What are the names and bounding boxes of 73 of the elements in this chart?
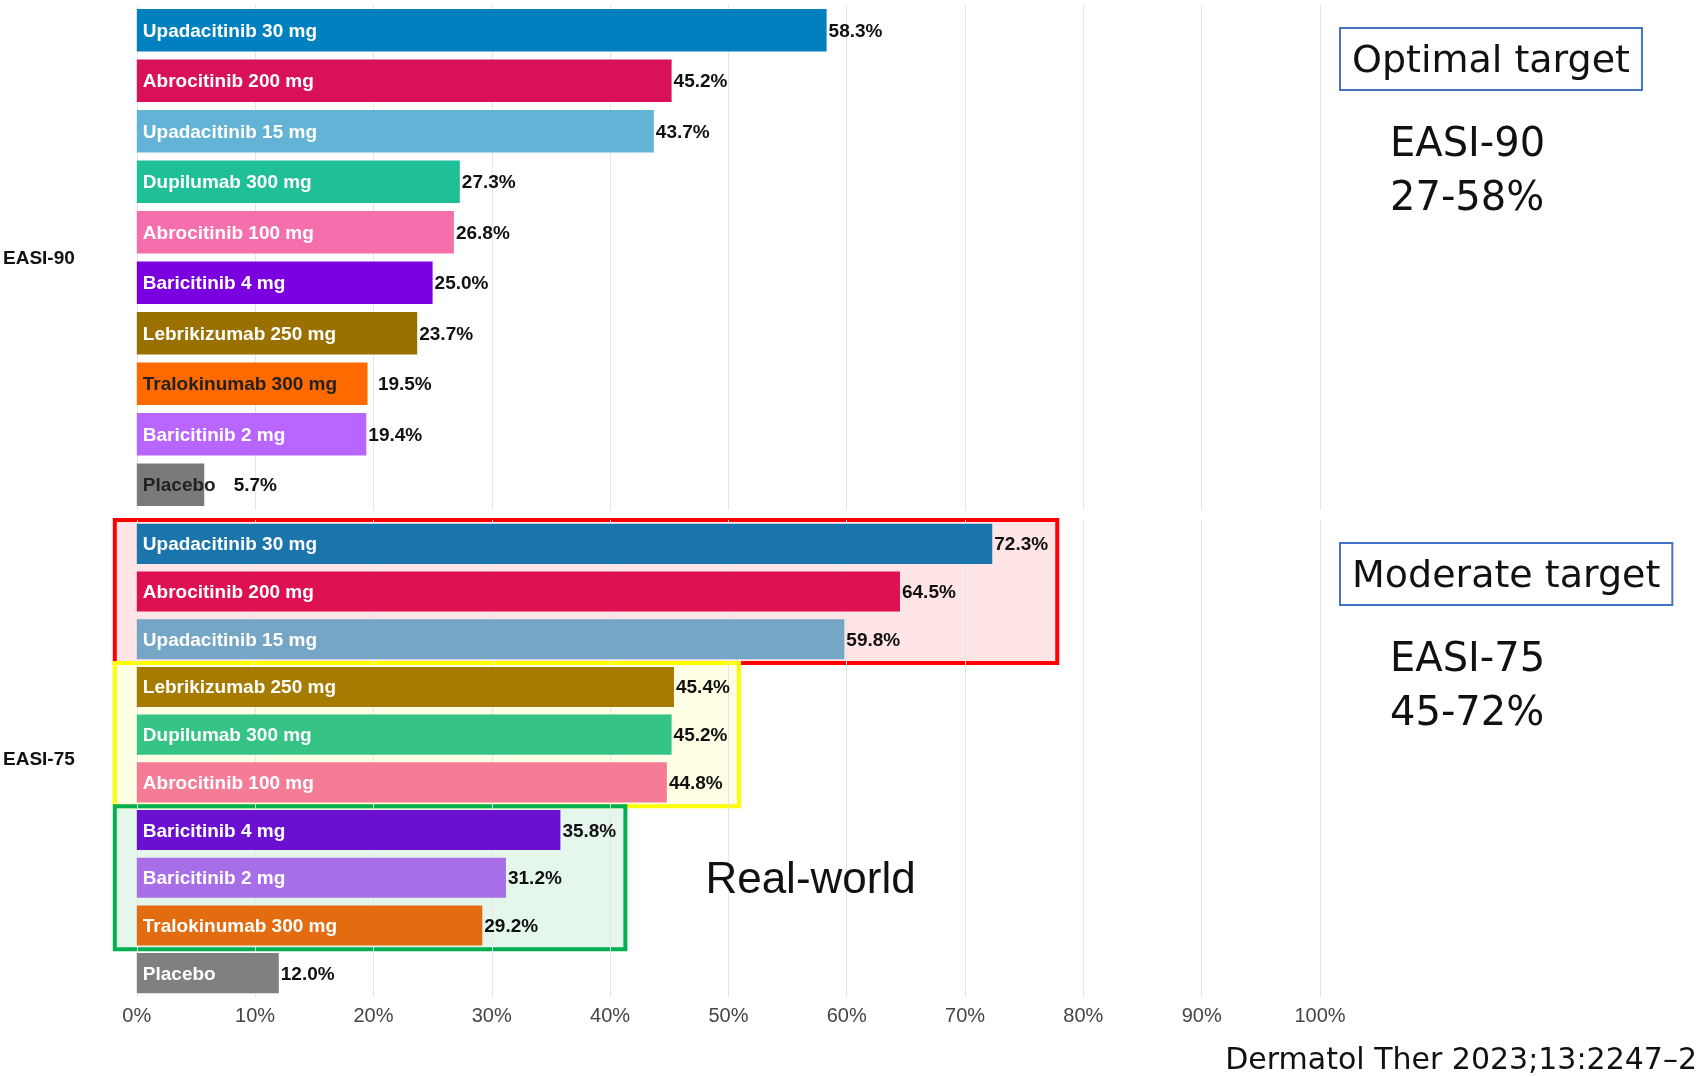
data-label: 26.8% — [455, 221, 510, 243]
text: Dermatol Ther 2023;13:2247–2 — [1225, 1040, 1697, 1076]
text: EASI-75 45-72% — [1390, 634, 1546, 734]
bar — [136, 59, 672, 102]
y-tick-label: Abrocitinib 100 mg — [142, 221, 314, 243]
x-tick-label: 10% — [235, 1004, 276, 1026]
data-label: 12.0% — [280, 962, 335, 984]
y-tick-label: Upadacitinib 15 mg — [142, 628, 318, 650]
y-tick-label: Abrocitinib 100 mg — [142, 771, 314, 793]
x-tick-label: 0% — [122, 1004, 152, 1026]
x-tick-label: 40% — [590, 1004, 631, 1026]
data-label: 45.2% — [673, 724, 728, 746]
data-label: 45.2% — [673, 70, 728, 92]
y-axis-title: EASI-75 — [2, 748, 76, 769]
y-tick-label: Baricitinib 2 mg — [142, 867, 286, 889]
bar — [136, 619, 845, 660]
bar — [136, 160, 460, 203]
y-axis-title: EASI-90 — [2, 247, 75, 268]
y-tick-label: Dupilumab 300 mg — [142, 171, 312, 193]
bar — [136, 110, 654, 153]
data-label: 27.3% — [461, 171, 516, 193]
x-tick-label: 20% — [353, 1004, 394, 1026]
x-tick-label: 80% — [1063, 1004, 1104, 1026]
bar — [136, 857, 506, 898]
data-label: 35.8% — [562, 819, 617, 841]
y-tick-label: Placebo — [142, 962, 216, 984]
y-tick-label: Abrocitinib 200 mg — [142, 70, 314, 92]
bar — [136, 211, 454, 254]
x-tick-label: 60% — [826, 1004, 867, 1026]
y-tick-label: Upadacitinib 30 mg — [142, 533, 318, 555]
y-tick-label: Abrocitinib 200 mg — [142, 581, 314, 603]
y-tick-label: Lebrikizumab 250 mg — [142, 322, 337, 344]
data-label: 45.4% — [675, 676, 730, 698]
text: Moderate target — [1352, 552, 1661, 596]
bar — [136, 261, 433, 304]
y-tick-label: Tralokinumab 300 mg — [142, 373, 338, 395]
data-label: 19.5% — [377, 373, 432, 395]
data-label: 31.2% — [507, 867, 562, 889]
bar — [136, 762, 667, 803]
y-tick-label: Baricitinib 2 mg — [142, 423, 286, 445]
data-label: 19.4% — [368, 423, 423, 445]
y-tick-label: Tralokinumab 300 mg — [142, 914, 338, 936]
x-tick-label: 30% — [471, 1004, 512, 1026]
data-label: 43.7% — [655, 120, 710, 142]
bar — [136, 9, 827, 52]
y-tick-label: Upadacitinib 30 mg — [142, 19, 318, 41]
x-tick-label: 90% — [1181, 1004, 1222, 1026]
y-tick-label: Baricitinib 4 mg — [142, 819, 286, 841]
data-label: 58.3% — [828, 19, 883, 41]
bar — [136, 523, 993, 564]
data-label: 72.3% — [994, 533, 1049, 555]
band-label: Real-world — [705, 853, 916, 903]
bar — [136, 666, 674, 707]
x-tick-label: 50% — [708, 1004, 749, 1026]
data-label: 25.0% — [434, 272, 489, 294]
y-tick-label: Lebrikizumab 250 mg — [142, 676, 337, 698]
data-label: 5.7% — [233, 474, 278, 496]
data-label: 29.2% — [484, 914, 539, 936]
x-tick-label: 70% — [945, 1004, 986, 1026]
y-tick-label: Upadacitinib 15 mg — [142, 120, 318, 142]
data-label: 44.8% — [668, 771, 723, 793]
bar — [136, 810, 561, 851]
bar — [136, 953, 279, 994]
x-tick-label: 100% — [1294, 1004, 1346, 1026]
y-tick-label: Baricitinib 4 mg — [142, 272, 286, 294]
data-label: 64.5% — [901, 581, 956, 603]
data-label: 23.7% — [419, 322, 474, 344]
text: Optimal target — [1352, 37, 1630, 81]
text: EASI-90 27-58% — [1390, 119, 1546, 219]
y-tick-label: Dupilumab 300 mg — [142, 724, 312, 746]
data-label: 59.8% — [846, 628, 901, 650]
bar — [136, 571, 900, 612]
bar — [136, 714, 672, 755]
